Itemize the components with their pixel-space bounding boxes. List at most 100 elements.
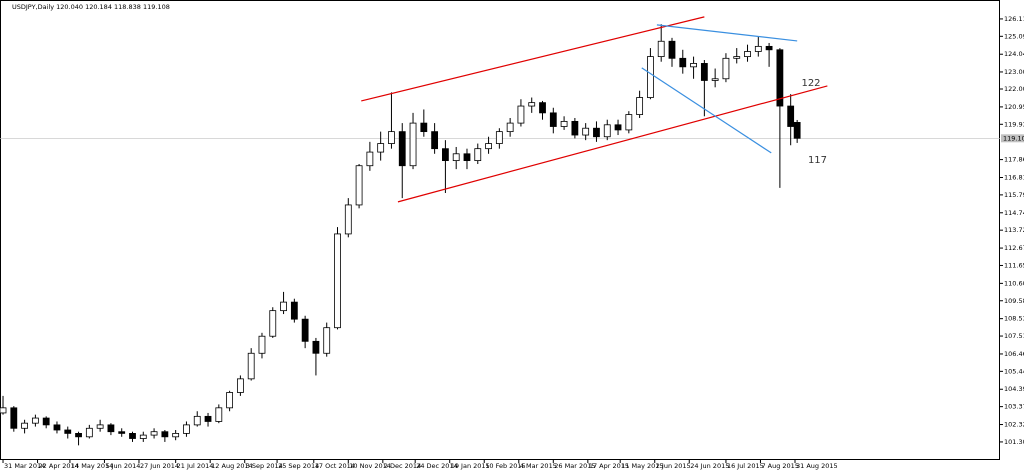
y-tick-label: 108.530 — [1004, 315, 1024, 323]
y-tick-label: 114.740 — [1004, 209, 1024, 217]
candle-body — [366, 151, 374, 167]
candle-body — [539, 102, 546, 114]
x-tick-label: 12 Aug 2014 — [211, 462, 253, 470]
x-tick-label: 2 Dec 2014 — [384, 462, 421, 470]
x-tick-label: 24 Dec 2014 — [416, 462, 458, 470]
candle-body — [474, 148, 482, 162]
candle-body — [560, 120, 568, 127]
y-tick-label: 119.930 — [1004, 120, 1024, 128]
candle-body — [793, 122, 801, 139]
x-tick-label: 24 Jun 2015 — [690, 462, 729, 470]
candle-body — [85, 427, 93, 438]
candle-body — [690, 63, 697, 68]
y-tick-label: 104.390 — [1004, 385, 1024, 393]
candle-body — [711, 78, 719, 81]
x-tick-label: 4 Mar 2015 — [520, 462, 557, 470]
y-tick-label: 103.370 — [1004, 403, 1024, 411]
candle-body — [129, 433, 136, 439]
candle-body — [452, 153, 460, 162]
candle-body — [679, 57, 687, 68]
candle-body — [614, 124, 622, 131]
x-tick-label: 17 Apr 2015 — [589, 462, 629, 470]
candle-body — [485, 143, 492, 150]
candle-body — [247, 352, 255, 380]
candle-body — [355, 165, 363, 206]
candle-body — [733, 56, 741, 59]
y-tick-label: 101.300 — [1004, 438, 1024, 446]
candle-body — [398, 131, 406, 167]
y-tick-label: 111.650 — [1004, 261, 1024, 269]
trend-line — [361, 16, 705, 102]
candle-body — [506, 122, 514, 133]
x-tick-label: 22 Apr 2014 — [39, 462, 79, 470]
y-tick-label: 110.600 — [1004, 279, 1024, 287]
candle-body — [96, 424, 104, 429]
annotation: 117 — [808, 155, 827, 166]
y-tick-label: 115.790 — [1004, 191, 1024, 199]
candle-body — [53, 424, 61, 431]
y-tick-label: 112.670 — [1004, 244, 1024, 252]
candle-body — [334, 233, 341, 329]
x-tick-label: 10 Feb 2015 — [485, 462, 525, 470]
candle-body — [388, 131, 395, 144]
candle-body — [107, 424, 115, 433]
candle-body — [301, 318, 309, 342]
x-tick-label: 10 Nov 2014 — [349, 462, 391, 470]
candle-body — [75, 433, 82, 438]
y-tick-label: 126.110 — [1004, 15, 1024, 23]
candle-body — [269, 310, 277, 337]
price-label: 119.108 — [1003, 134, 1024, 142]
x-tick-label: 26 Mar 2015 — [554, 462, 595, 470]
candle-body — [323, 327, 331, 354]
trend-line — [641, 67, 772, 154]
candle-body — [463, 153, 471, 162]
x-tick-label: 7 Aug 2015 — [761, 462, 799, 470]
y-tick-label: 105.440 — [1004, 367, 1024, 375]
candle-body — [139, 434, 147, 439]
candle-body — [700, 63, 708, 81]
candle-body — [161, 431, 169, 438]
candle-body — [495, 131, 503, 144]
candle-body — [754, 45, 762, 52]
x-tick-label: 31 Mar 2014 — [4, 462, 45, 470]
x-tick-label: 16 Jul 2015 — [727, 462, 764, 470]
candle-body — [625, 114, 633, 131]
candle-body — [10, 407, 18, 429]
candle-body — [236, 378, 244, 393]
candle-body — [593, 127, 600, 138]
candle-body — [258, 335, 266, 354]
x-tick-label: 19 Jan 2015 — [451, 462, 490, 470]
y-tick-label: 123.000 — [1004, 68, 1024, 76]
candle-body — [226, 392, 234, 409]
candle-body — [344, 204, 352, 235]
candle-body — [517, 105, 525, 124]
price-box — [1001, 134, 1024, 143]
candle-body — [582, 127, 590, 136]
candle-body — [172, 433, 180, 438]
candle-body — [442, 148, 449, 162]
candle-body — [668, 40, 676, 59]
candle-body — [377, 143, 385, 153]
y-tick-label: 116.810 — [1004, 173, 1024, 181]
candle-body — [312, 340, 320, 354]
y-tick-label: 117.860 — [1004, 156, 1024, 164]
candle-body — [118, 431, 126, 434]
y-tick-label: 107.510 — [1004, 332, 1024, 340]
x-tick-label: 2 Jun 2015 — [656, 462, 691, 470]
candle-body — [21, 422, 29, 429]
y-tick-label: 124.040 — [1004, 50, 1024, 58]
candle-body — [290, 301, 298, 320]
x-tick-label: 3 Sep 2014 — [246, 462, 283, 470]
x-tick-label: 25 Sep 2014 — [278, 462, 319, 470]
x-tick-label: 17 Oct 2014 — [315, 462, 355, 470]
candle-body — [657, 40, 665, 58]
candle-body — [431, 131, 439, 150]
candle-body — [64, 429, 72, 434]
y-tick-label: 106.460 — [1004, 350, 1024, 358]
candle-body — [722, 57, 730, 80]
candle-body — [193, 415, 201, 426]
y-tick-label: 113.720 — [1004, 226, 1024, 234]
chart-title: USDJPY,Daily 120.040 120.184 118.838 119… — [12, 3, 170, 11]
annotation: 122 — [801, 78, 820, 89]
